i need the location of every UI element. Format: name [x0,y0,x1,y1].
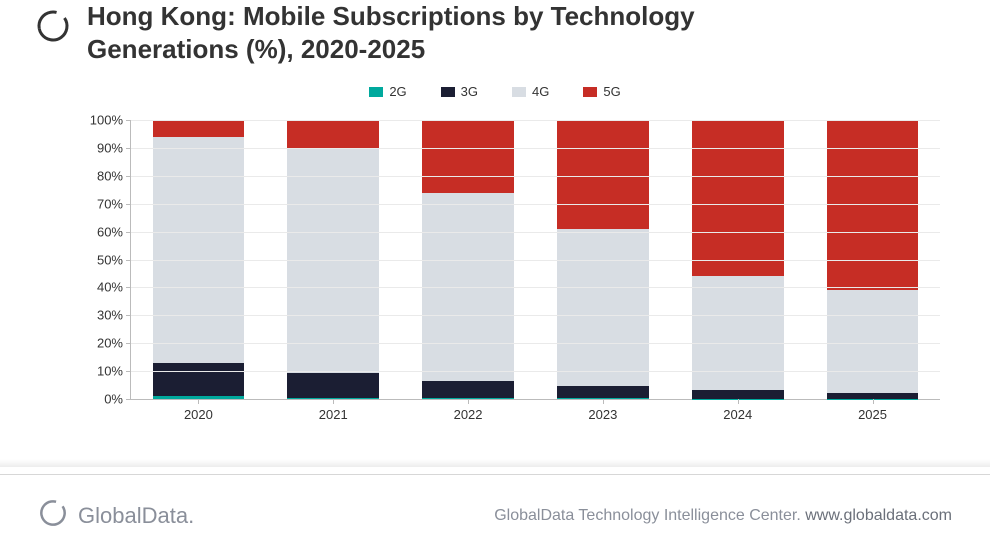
bar-segment-3G [153,363,245,396]
legend-swatch [512,87,526,97]
y-axis-label: 20% [97,336,131,351]
x-tick [198,399,199,404]
footer-brand: GlobalData. [38,498,194,533]
chart-card: Hong Kong: Mobile Subscriptions by Techn… [0,0,990,556]
x-tick [468,399,469,404]
brand-text: GlobalData [78,503,188,529]
title-line-2: Generations (%), 2020-2025 [87,33,695,66]
bar-segment-4G [692,276,784,390]
x-tick [603,399,604,404]
gridline [131,148,940,149]
bar-segment-5G [422,120,514,193]
y-axis-label: 0% [104,392,131,407]
title-line-1: Hong Kong: Mobile Subscriptions by Techn… [87,0,695,33]
legend-label: 4G [532,84,549,99]
y-axis-label: 10% [97,364,131,379]
legend-label: 2G [389,84,406,99]
gridline [131,315,940,316]
bar-segment-4G [827,290,919,393]
y-axis-label: 100% [90,113,131,128]
legend-label: 5G [603,84,620,99]
legend-swatch [441,87,455,97]
bar-segment-5G [827,120,919,290]
legend-swatch [369,87,383,97]
bar-segment-5G [557,120,649,229]
chart-title: Hong Kong: Mobile Subscriptions by Techn… [87,0,695,65]
gridline [131,204,940,205]
y-axis-label: 30% [97,308,131,323]
header: Hong Kong: Mobile Subscriptions by Techn… [35,0,960,65]
gridline [131,120,940,121]
bar-segment-5G [153,120,245,137]
globaldata-logo-icon [35,8,71,44]
y-axis-label: 70% [97,196,131,211]
bar-segment-4G [557,229,649,386]
legend-item: 3G [441,84,478,99]
footer-site: www.globaldata.com [805,507,952,524]
gridline [131,232,940,233]
legend-item: 2G [369,84,406,99]
gridline [131,176,940,177]
globaldata-logo-icon [38,498,68,533]
x-tick [333,399,334,404]
bar-segment-4G [153,137,245,363]
brand-name: GlobalData. [78,503,194,529]
x-tick [873,399,874,404]
legend-item: 4G [512,84,549,99]
y-axis-label: 80% [97,168,131,183]
gridline [131,343,940,344]
gridline [131,371,940,372]
footer: GlobalData. GlobalData Technology Intell… [0,474,990,556]
chart-area: 202020212022202320242025 0%10%20%30%40%5… [80,110,950,430]
legend-swatch [583,87,597,97]
footer-attribution: GlobalData Technology Intelligence Cente… [494,507,952,525]
footer-tagline: GlobalData Technology Intelligence Cente… [494,507,801,524]
y-axis-label: 90% [97,140,131,155]
divider-shadow [0,459,990,467]
gridline [131,287,940,288]
bar-segment-3G [287,373,379,398]
y-axis-label: 50% [97,252,131,267]
bar-segment-5G [287,120,379,148]
brand-dot: . [188,503,194,529]
legend-item: 5G [583,84,620,99]
y-axis-label: 40% [97,280,131,295]
bar-segment-3G [422,381,514,398]
legend-label: 3G [461,84,478,99]
gridline [131,260,940,261]
bar-segment-3G [557,386,649,399]
legend: 2G 3G 4G 5G [0,84,990,99]
y-axis-label: 60% [97,224,131,239]
bar-segment-5G [692,120,784,276]
plot-area: 202020212022202320242025 0%10%20%30%40%5… [130,120,940,400]
x-tick [738,399,739,404]
bar-segment-3G [692,390,784,398]
